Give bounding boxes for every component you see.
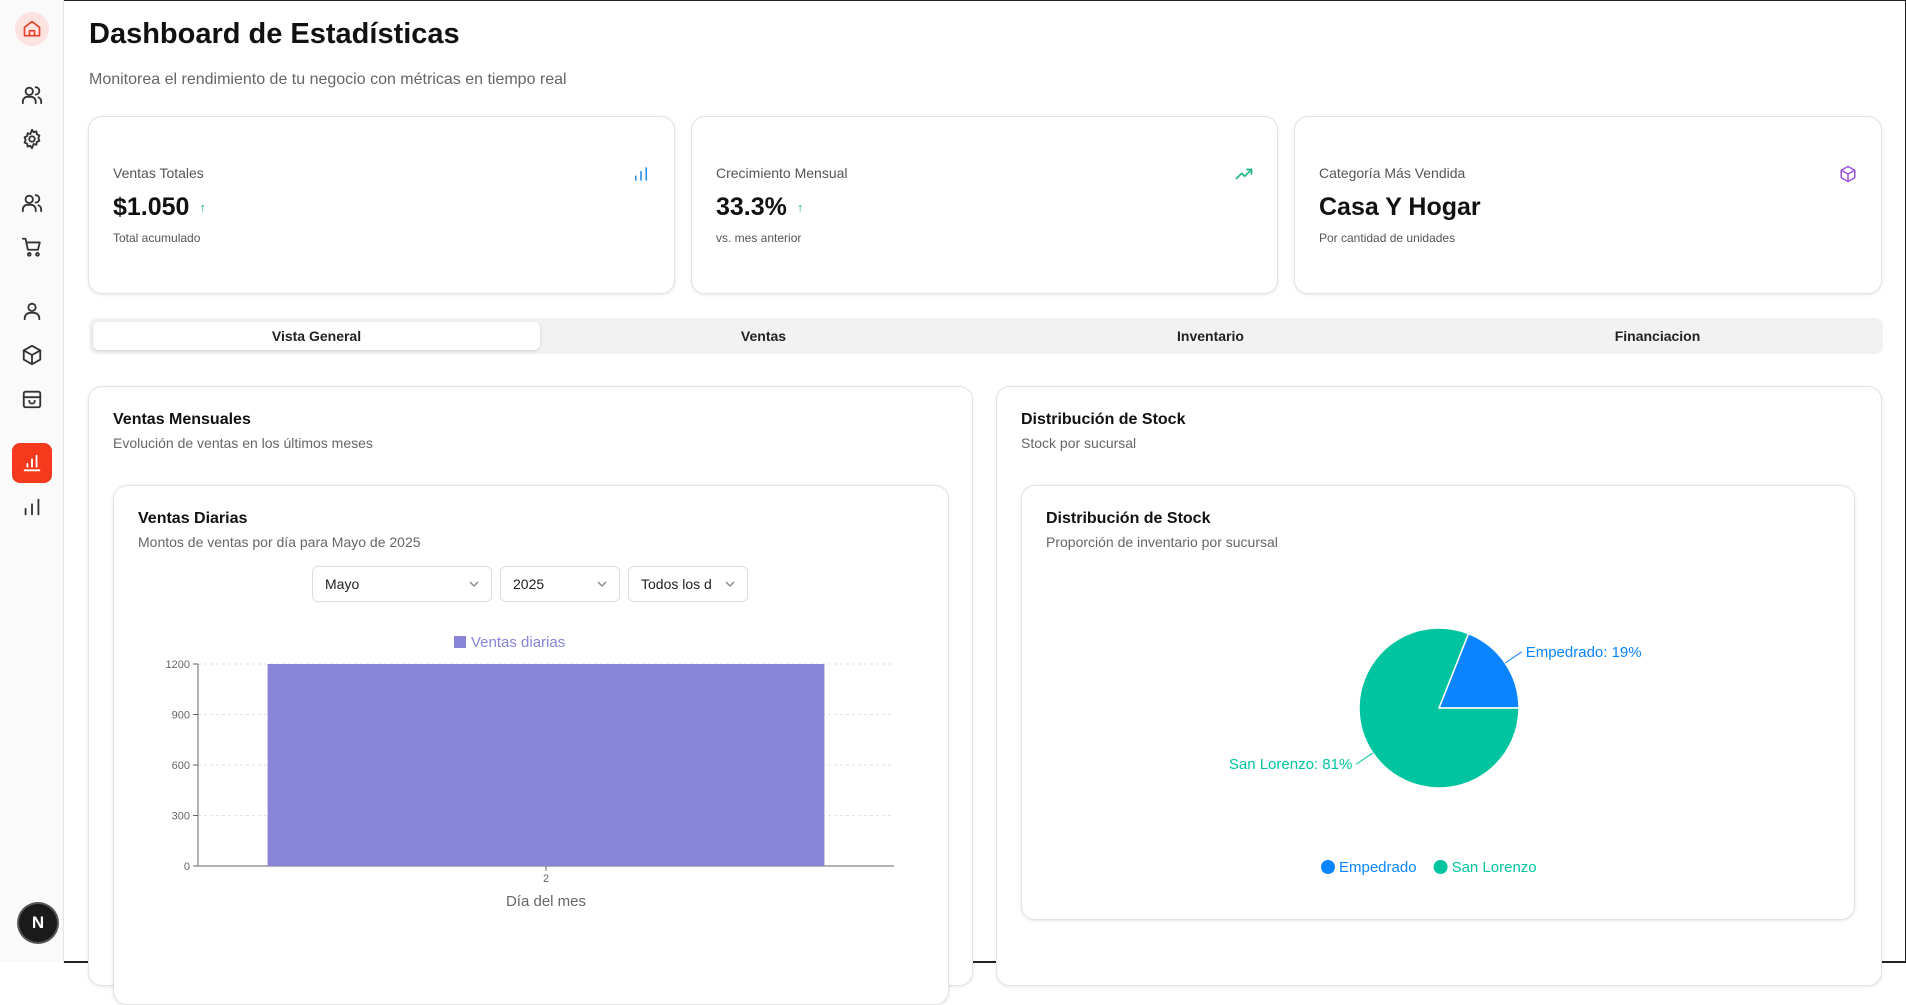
y-tick-label: 600 xyxy=(172,760,190,772)
stat-label: Crecimiento Mensual xyxy=(716,165,848,181)
legend-swatch xyxy=(1321,860,1335,874)
stat-value: 33.3% ↑ xyxy=(716,193,803,222)
legend-swatch xyxy=(454,636,466,648)
legend-label: Ventas diarias xyxy=(471,634,565,651)
tab-financiacion[interactable]: Financiacion xyxy=(1614,328,1701,344)
sidebar-item-clients[interactable] xyxy=(12,183,52,223)
y-tick-label: 0 xyxy=(184,861,190,873)
stat-value-text: Casa Y Hogar xyxy=(1319,193,1481,221)
stock-section: Distribución de Stock Stock por sucursal… xyxy=(996,386,1882,986)
section-title: Distribución de Stock xyxy=(1021,411,1186,428)
section-subtitle: Evolución de ventas en los últimos meses xyxy=(113,435,373,451)
stat-value: Casa Y Hogar xyxy=(1319,193,1481,222)
home-icon xyxy=(23,20,41,37)
x-axis-label: Día del mes xyxy=(506,893,586,910)
trending-up-icon xyxy=(1235,168,1253,180)
x-tick-label: 2 xyxy=(543,873,549,885)
legend-label: Empedrado xyxy=(1339,859,1417,876)
bar-chart-icon xyxy=(634,167,648,181)
bar-chart-icon xyxy=(23,454,41,472)
pie-slice xyxy=(1437,632,1520,709)
section-title: Ventas Mensuales xyxy=(113,411,251,428)
tab-bar: Vista General Ventas Inventario Financia… xyxy=(89,318,1883,354)
chevron-down-icon xyxy=(469,581,479,587)
trend-up-icon: ↑ xyxy=(796,200,804,215)
sidebar-item-home[interactable] xyxy=(15,12,49,46)
box-icon xyxy=(1840,165,1856,183)
stat-label: Categoría Más Vendida xyxy=(1319,165,1466,181)
pie-slice xyxy=(1358,627,1520,789)
section-subtitle: Stock por sucursal xyxy=(1021,435,1137,451)
chart-legend: Ventas diarias xyxy=(454,634,565,651)
avatar[interactable]: N xyxy=(19,904,57,942)
y-tick-label: 900 xyxy=(172,710,190,722)
tab-vista-general[interactable]: Vista General xyxy=(93,322,540,350)
stock-distribution-card: Distribución de Stock Proporción de inve… xyxy=(1021,485,1855,920)
stat-value-text: 33.3% xyxy=(716,193,787,221)
daily-sales-card: Ventas Diarias Montos de ventas por día … xyxy=(113,485,949,1005)
pie-label-line xyxy=(1356,752,1374,765)
bar xyxy=(267,664,825,866)
sidebar-item-statistics[interactable] xyxy=(12,443,52,483)
pie-slice-label: Empedrado: 19% xyxy=(1526,644,1642,661)
users-icon xyxy=(21,194,43,213)
box-icon xyxy=(22,344,42,366)
stat-value: $1.050 ↑ xyxy=(113,193,206,222)
sidebar: N xyxy=(0,0,64,963)
stat-label: Ventas Totales xyxy=(113,165,204,181)
legend-label: San Lorenzo xyxy=(1452,859,1537,876)
legend-swatch xyxy=(1433,860,1448,874)
chevron-down-icon xyxy=(725,581,735,587)
store-icon xyxy=(22,390,42,409)
stat-value-text: $1.050 xyxy=(113,193,190,221)
stock-pie-chart: Empedrado: 19% San Lorenzo: 81% Empedrado S… xyxy=(1229,627,1642,876)
sidebar-item-profile[interactable] xyxy=(12,291,52,331)
page-title: Dashboard de Estadísticas xyxy=(89,18,460,50)
settings-icon xyxy=(23,128,41,150)
users-icon xyxy=(21,86,43,105)
stock-card-title: Distribución de Stock xyxy=(1046,510,1211,527)
daily-sales-subtitle: Montos de ventas por día para Mayo de 20… xyxy=(138,534,421,550)
stock-card-subtitle: Proporción de inventario por sucursal xyxy=(1046,534,1278,550)
year-select-value: 2025 xyxy=(513,576,545,592)
bar-chart-icon xyxy=(24,498,40,516)
daily-sales-title: Ventas Diarias xyxy=(138,510,248,527)
y-tick-label: 300 xyxy=(172,811,190,823)
user-icon xyxy=(23,302,41,321)
day-select[interactable]: Todos los d xyxy=(628,566,748,602)
sidebar-item-settings[interactable] xyxy=(12,119,52,159)
day-select-value: Todos los d xyxy=(641,576,712,592)
sidebar-item-products[interactable] xyxy=(12,335,52,375)
stat-card-top-category: Categoría Más Vendida Casa Y Hogar Por c… xyxy=(1294,116,1882,294)
sidebar-item-cart[interactable] xyxy=(12,227,52,267)
stat-note: Por cantidad de unidades xyxy=(1319,231,1456,245)
trend-up-icon: ↑ xyxy=(199,200,206,215)
daily-sales-chart: Ventas diarias 0 300 600 900 1200 2 Día del mes xyxy=(166,634,894,910)
stat-card-total-sales: Ventas Totales $1.050 ↑ Total acumulado xyxy=(88,116,675,294)
tab-inventario[interactable]: Inventario xyxy=(1177,328,1244,344)
pie-label-line xyxy=(1504,651,1522,664)
stat-note: Total acumulado xyxy=(113,231,201,245)
tab-ventas[interactable]: Ventas xyxy=(740,328,787,344)
y-tick-label: 1200 xyxy=(166,659,190,671)
sidebar-item-store[interactable] xyxy=(12,379,52,419)
main-content: Dashboard de Estadísticas Monitorea el r… xyxy=(64,0,1906,1005)
month-select-value: Mayo xyxy=(325,576,360,592)
stat-note: vs. mes anterior xyxy=(716,231,802,245)
month-select[interactable]: Mayo xyxy=(312,566,492,602)
cart-icon xyxy=(21,237,41,257)
sales-section: Ventas Mensuales Evolución de ventas en … xyxy=(88,386,973,1005)
stat-card-monthly-growth: Crecimiento Mensual 33.3% ↑ vs. mes ante… xyxy=(691,116,1278,294)
year-select[interactable]: 2025 xyxy=(500,566,620,602)
chevron-down-icon xyxy=(597,581,607,587)
page-subtitle: Monitorea el rendimiento de tu negocio c… xyxy=(89,71,567,88)
sidebar-item-users[interactable] xyxy=(12,75,52,115)
pie-slice-label: San Lorenzo: 81% xyxy=(1229,756,1352,773)
sidebar-item-reports[interactable] xyxy=(12,487,52,527)
